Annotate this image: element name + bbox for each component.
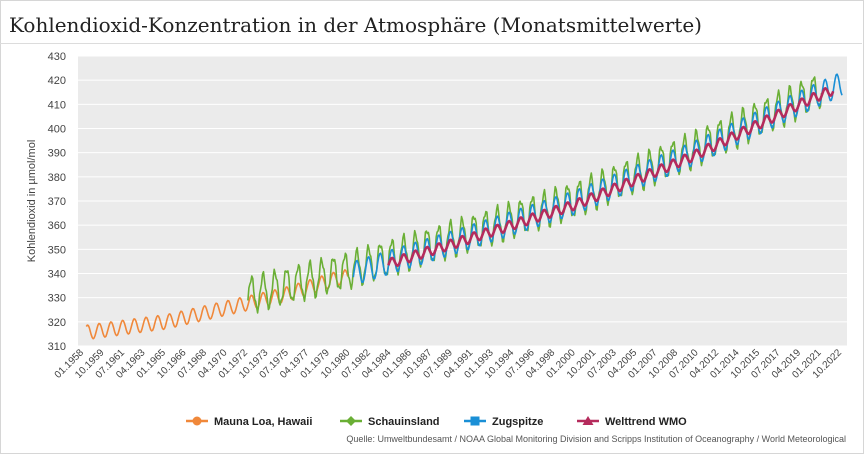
y-tick-label: 390 — [48, 148, 66, 160]
series-lines — [85, 73, 843, 340]
source-note: Quelle: Umweltbundesamt / NOAA Global Mo… — [346, 434, 846, 444]
chart-title: Kohlendioxid-Konzentration in der Atmosp… — [9, 13, 702, 37]
y-axis-ticks: 310 320 330 340 350 360 370 380 390 400 410 420 430 — [48, 51, 66, 353]
y-tick-label: 370 — [48, 196, 66, 208]
y-tick-label: 400 — [48, 124, 66, 136]
y-tick-label: 420 — [48, 75, 66, 87]
legend-label: Welttrend WMO — [605, 416, 687, 428]
y-tick-label: 330 — [48, 293, 66, 305]
y-tick-label: 410 — [48, 99, 66, 111]
y-tick-label: 350 — [48, 244, 66, 256]
series-line — [387, 87, 835, 267]
grid-lines — [78, 55, 847, 347]
legend-label: Zugspitze — [492, 416, 543, 428]
legend-marker-diamond — [346, 416, 356, 426]
legend-marker-circle — [192, 416, 202, 426]
legend-marker-square — [470, 416, 480, 426]
legend: Mauna Loa, Hawaii Schauinsland Zugspitze We… — [186, 416, 687, 428]
y-tick-label: 360 — [48, 220, 66, 232]
y-tick-label: 310 — [48, 341, 66, 353]
title-divider — [0, 43, 862, 44]
legend-label: Schauinsland — [368, 416, 440, 428]
x-axis-ticks: 01.195810.195907.196104.196301.196510.19… — [53, 347, 845, 381]
y-tick-label: 430 — [48, 51, 66, 63]
y-axis-label: Kohlendioxid in µmol/mol — [26, 140, 38, 263]
y-tick-label: 320 — [48, 317, 66, 329]
legend-label: Mauna Loa, Hawaii — [214, 416, 312, 428]
legend-marker-triangle — [582, 416, 594, 425]
y-tick-label: 340 — [48, 269, 66, 281]
y-tick-label: 380 — [48, 172, 66, 184]
